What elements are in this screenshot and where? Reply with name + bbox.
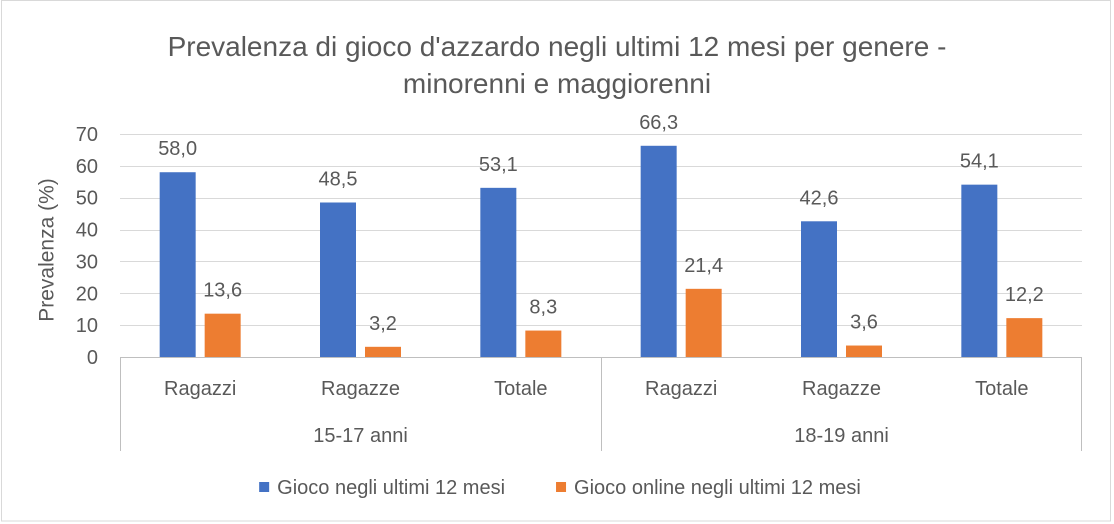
- y-tick-label: 10: [76, 315, 98, 337]
- data-label: 8,3: [529, 297, 557, 319]
- data-labels: 58,0 48,5 53,1 66,3 42,6 54,1 13,6 3,2 8,3 21,4 3,…: [158, 112, 1044, 335]
- bar-series-1: [961, 184, 998, 357]
- bars: [159, 145, 1043, 357]
- data-label: 54,1: [960, 151, 999, 173]
- y-tick-label: 50: [76, 188, 98, 210]
- y-tick-label: 60: [76, 156, 98, 178]
- legend-swatch: [259, 482, 270, 492]
- data-label: 13,6: [203, 280, 242, 302]
- data-label: 21,4: [684, 255, 723, 277]
- data-label: 66,3: [639, 112, 678, 134]
- bar-series-1: [640, 145, 677, 357]
- legend-label: Gioco online negli ultimi 12 mesi: [574, 477, 861, 499]
- x-category-label: Totale: [975, 378, 1028, 400]
- x-category-label: Ragazzi: [645, 378, 717, 400]
- data-label: 3,2: [369, 313, 397, 335]
- x-group-label: 18-19 anni: [794, 425, 889, 447]
- y-tick-label: 20: [76, 283, 98, 305]
- data-label: 42,6: [800, 187, 839, 209]
- data-label: 48,5: [319, 168, 358, 190]
- bar-series-2: [525, 330, 562, 357]
- x-axis-category-labels: Ragazzi Ragazze Totale Ragazzi Ragazze Totale: [164, 378, 1028, 400]
- y-axis-title: Prevalenza (%): [35, 178, 58, 322]
- legend-label: Gioco negli ultimi 12 mesi: [277, 477, 505, 499]
- x-axis-group-labels: 15-17 anni 18-19 anni: [120, 357, 1082, 451]
- bar-series-2: [204, 313, 241, 357]
- bar-series-1: [320, 202, 356, 357]
- y-tick-label: 30: [76, 251, 98, 273]
- bar-series-2: [365, 346, 401, 357]
- x-category-label: Ragazze: [321, 378, 400, 400]
- data-label: 3,6: [850, 312, 878, 334]
- bar-series-2: [846, 345, 882, 357]
- data-label: 53,1: [479, 154, 518, 176]
- legend-item: Gioco online negli ultimi 12 mesi: [556, 477, 861, 499]
- bar-series-1: [801, 221, 837, 357]
- y-tick-label: 70: [76, 124, 98, 146]
- data-label: 58,0: [158, 138, 197, 160]
- bar-series-2: [685, 288, 722, 357]
- bar-series-2: [1006, 318, 1043, 357]
- gridlines: [120, 134, 1082, 358]
- bar-series-1: [480, 187, 517, 357]
- x-category-label: Ragazze: [802, 378, 881, 400]
- legend-item: Gioco negli ultimi 12 mesi: [259, 477, 505, 499]
- x-group-label: 15-17 anni: [313, 425, 408, 447]
- data-label: 12,2: [1005, 284, 1044, 306]
- y-axis-tick-labels: 0 10 20 30 40 50 60 70: [76, 124, 98, 369]
- x-category-label: Totale: [494, 378, 547, 400]
- chart-title: Prevalenza di gioco d'azzardo negli ulti…: [167, 31, 947, 99]
- legend-swatch: [556, 482, 567, 492]
- legend: Gioco negli ultimi 12 mesi Gioco online n…: [259, 477, 861, 499]
- y-tick-label: 0: [87, 347, 98, 369]
- y-tick-label: 40: [76, 220, 98, 242]
- bar-series-1: [159, 172, 196, 357]
- x-category-label: Ragazzi: [164, 378, 236, 400]
